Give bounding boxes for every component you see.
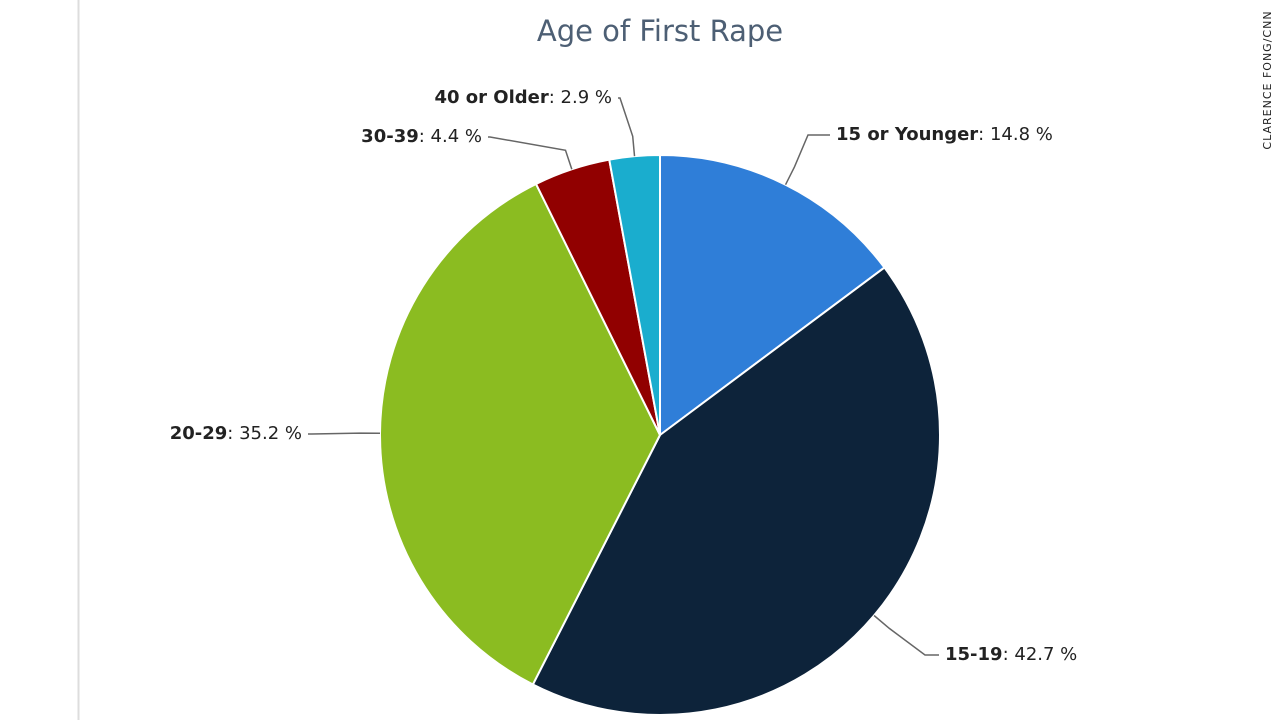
leader-line [873, 614, 939, 656]
leader-line [618, 97, 636, 157]
category-label: 15 or Younger [836, 124, 978, 145]
category-label: 20-29 [170, 423, 228, 444]
category-label: 40 or Older [434, 87, 548, 108]
data-label: 30-39: 4.4 % [361, 126, 482, 147]
value-label: : 42.7 % [1003, 644, 1078, 665]
leader-line [784, 134, 830, 186]
category-label: 30-39 [361, 126, 419, 147]
data-label: 20-29: 35.2 % [170, 423, 302, 444]
value-label: : 4.4 % [419, 126, 482, 147]
leader-line [488, 136, 573, 170]
data-label: 15-19: 42.7 % [945, 644, 1077, 665]
value-label: : 35.2 % [227, 423, 302, 444]
pie-slice [531, 266, 941, 716]
data-label: 15 or Younger: 14.8 % [836, 124, 1053, 145]
pie-slice [659, 153, 886, 437]
leader-line [308, 432, 381, 435]
data-label: 40 or Older: 2.9 % [434, 87, 612, 108]
pie-slice [379, 182, 662, 686]
category-label: 15-19 [945, 644, 1003, 665]
value-label: : 2.9 % [549, 87, 612, 108]
credit: CLARENCE FONG/CNN [1261, 10, 1274, 149]
value-label: : 14.8 % [978, 124, 1053, 145]
chart-title: Age of First Rape [537, 14, 783, 48]
